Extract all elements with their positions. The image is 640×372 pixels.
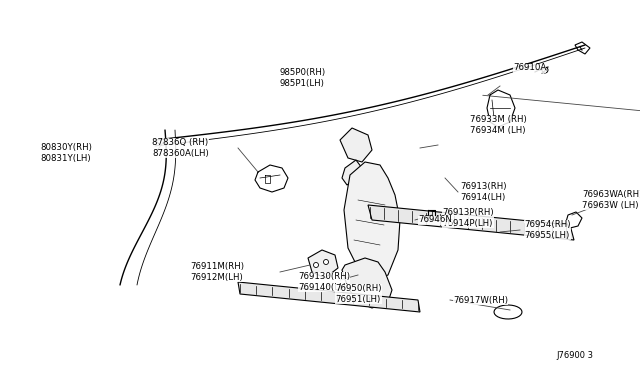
- Circle shape: [323, 260, 328, 264]
- Text: 76954(RH)
76955(LH): 76954(RH) 76955(LH): [524, 220, 570, 240]
- Polygon shape: [308, 250, 338, 278]
- Text: 76950(RH)
76951(LH): 76950(RH) 76951(LH): [335, 284, 381, 304]
- Polygon shape: [566, 212, 582, 228]
- Text: 76913P(RH)
76914P(LH): 76913P(RH) 76914P(LH): [442, 208, 493, 228]
- Polygon shape: [494, 305, 522, 319]
- Text: 76963WA(RH)
76963W (LH): 76963WA(RH) 76963W (LH): [582, 190, 640, 210]
- Polygon shape: [340, 128, 372, 162]
- Text: 76910A: 76910A: [513, 64, 547, 73]
- Text: 80830Y(RH)
80831Y(LH): 80830Y(RH) 80831Y(LH): [40, 143, 92, 163]
- Text: 76911M(RH)
76912M(LH): 76911M(RH) 76912M(LH): [190, 262, 244, 282]
- Text: 76946N: 76946N: [418, 215, 452, 224]
- Text: 87836Q (RH)
878360A(LH): 87836Q (RH) 878360A(LH): [152, 138, 209, 158]
- Circle shape: [314, 263, 319, 267]
- Text: J76900 3: J76900 3: [556, 350, 593, 359]
- Circle shape: [542, 67, 548, 73]
- Polygon shape: [238, 282, 420, 312]
- Text: 769130(RH)
769140(LH): 769130(RH) 769140(LH): [298, 272, 350, 292]
- Text: 76917W(RH): 76917W(RH): [453, 295, 508, 305]
- Polygon shape: [342, 160, 362, 185]
- Text: 985P0(RH)
985P1(LH): 985P0(RH) 985P1(LH): [280, 68, 326, 88]
- Polygon shape: [575, 42, 590, 54]
- Polygon shape: [344, 162, 400, 280]
- Text: 76933M (RH)
76934M (LH): 76933M (RH) 76934M (LH): [470, 115, 527, 135]
- Polygon shape: [368, 205, 574, 240]
- Polygon shape: [342, 258, 392, 308]
- Text: 76913(RH)
76914(LH): 76913(RH) 76914(LH): [460, 182, 506, 202]
